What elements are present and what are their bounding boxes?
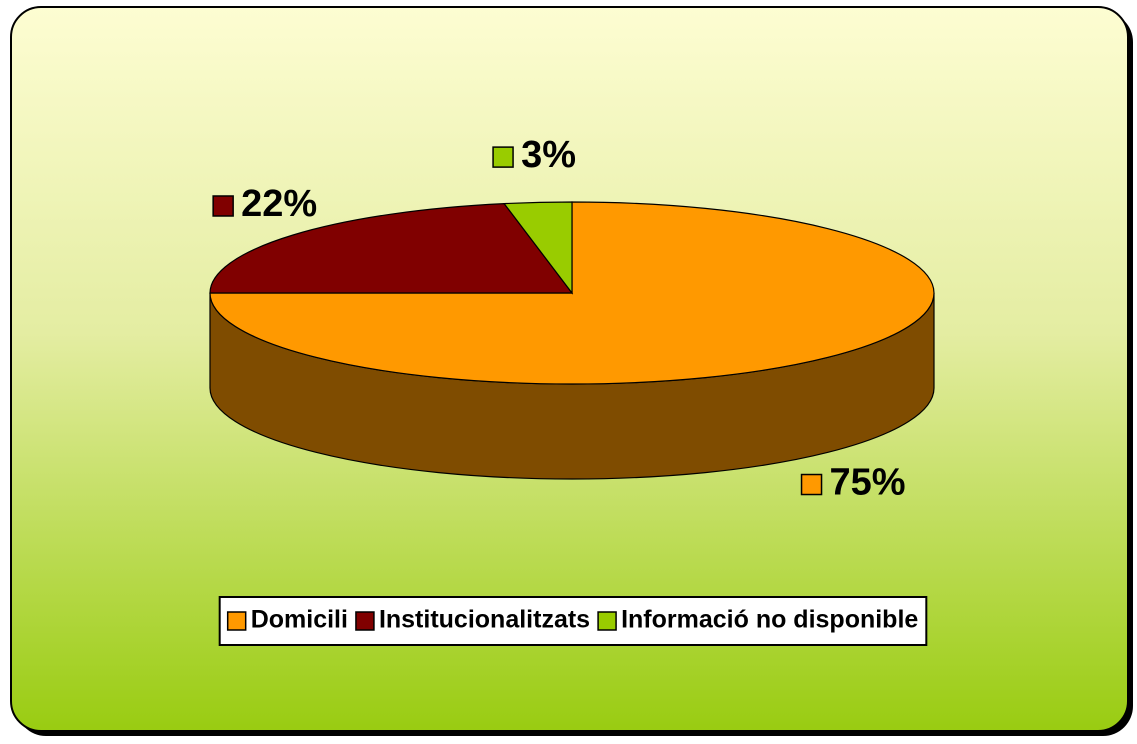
legend-swatch [597,611,617,631]
pie-slice [503,201,573,295]
label-swatch [800,473,823,496]
legend-swatch [226,611,247,631]
legend [218,596,928,646]
legend-label: Domicili [251,606,348,634]
legend-label: Informació no disponible [621,606,918,634]
label-swatch [492,146,514,168]
legend-label: Institucionalitzats [379,606,590,634]
data-label: 3% [521,134,576,176]
data-label: 75% [830,462,906,504]
data-label: 22% [241,183,317,225]
pie-slice [209,202,574,294]
legend-swatch [355,611,375,631]
label-swatch [212,195,234,217]
